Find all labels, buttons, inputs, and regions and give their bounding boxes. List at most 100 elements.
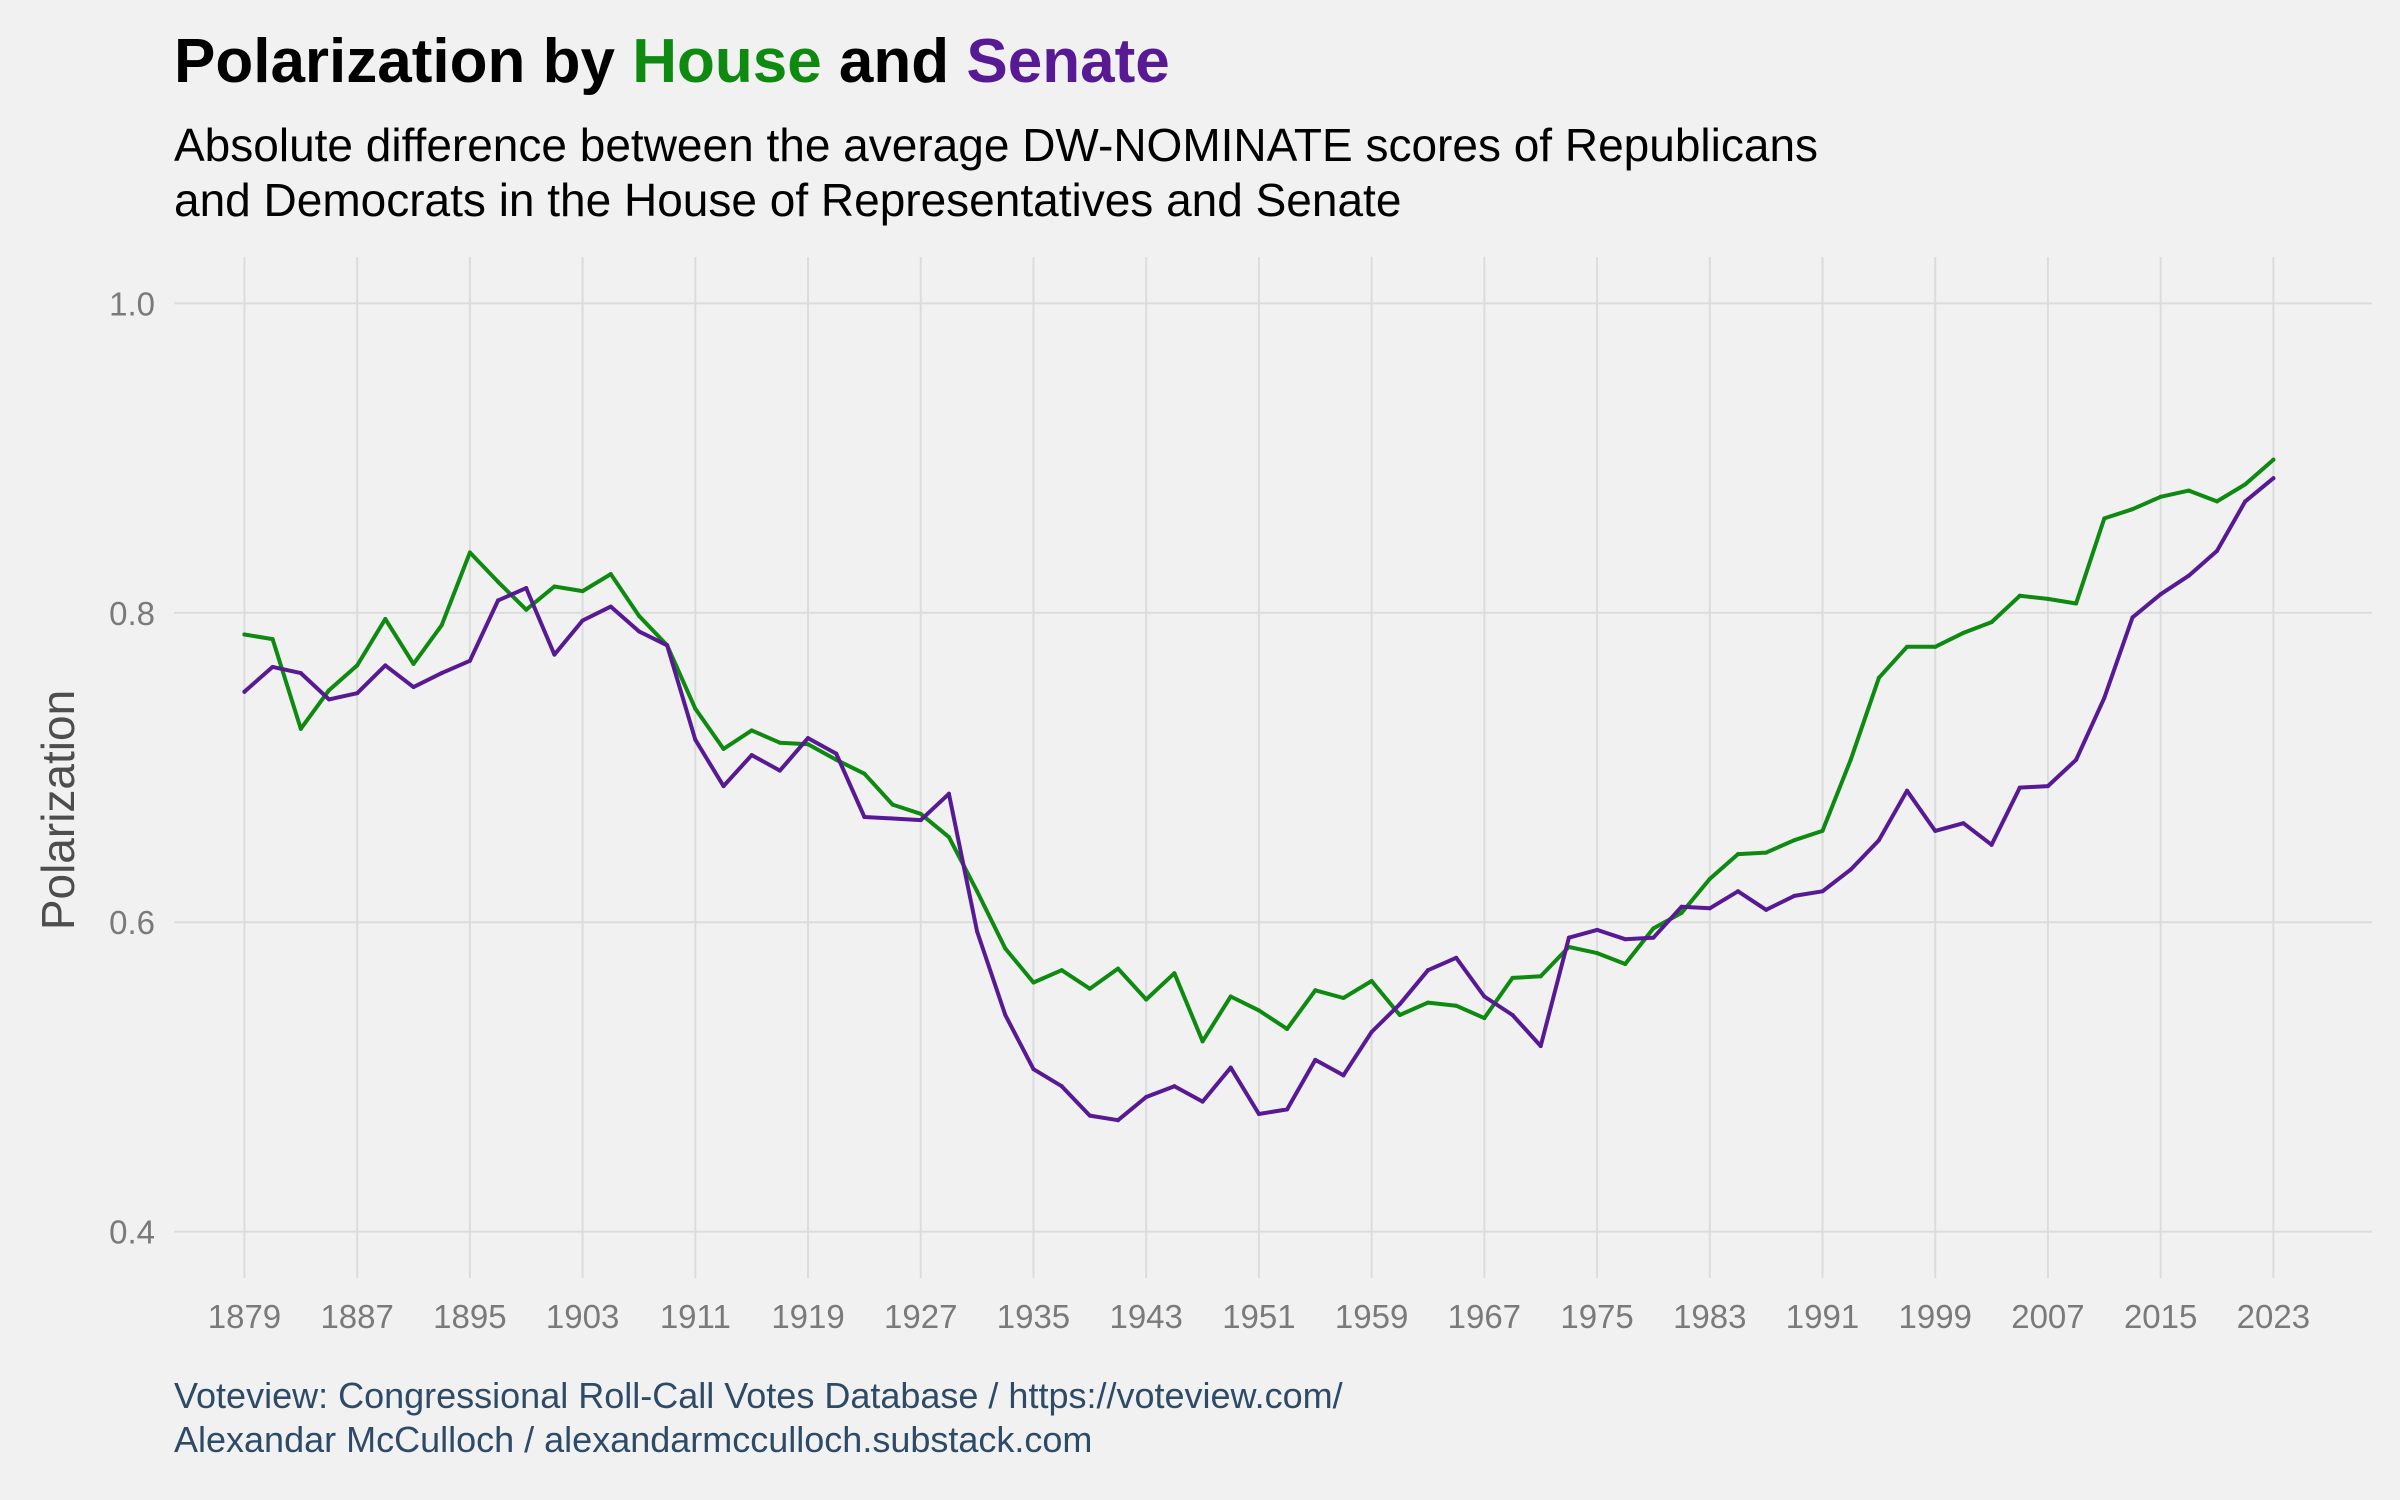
x-tick-label-1879: 1879 — [208, 1298, 281, 1335]
senate-point-2005 — [2017, 785, 2022, 790]
chart-subtitle: Absolute difference between the average … — [174, 118, 1818, 228]
senate-point-1977 — [1623, 937, 1628, 942]
house-point-1981 — [1679, 910, 1684, 915]
senate-point-1953 — [1285, 1107, 1290, 1112]
house-point-1885 — [326, 688, 331, 693]
house-point-2007 — [2045, 596, 2050, 601]
senate-point-1975 — [1595, 927, 1600, 932]
house-point-2001 — [1961, 630, 1966, 635]
senate-point-1891 — [411, 685, 416, 690]
senate-point-1993 — [1848, 867, 1853, 872]
x-tick-label-1983: 1983 — [1673, 1298, 1746, 1335]
x-tick-label-1903: 1903 — [546, 1298, 619, 1335]
senate-point-1937 — [1059, 1084, 1064, 1089]
x-tick-label-1999: 1999 — [1899, 1298, 1972, 1335]
series-lines — [242, 457, 2276, 1123]
house-point-1963 — [1425, 1000, 1430, 1005]
house-point-1897 — [496, 579, 501, 584]
subtitle-line-1: Absolute difference between the average … — [174, 119, 1819, 171]
house-point-1901 — [552, 584, 557, 589]
x-tick-label-2015: 2015 — [2124, 1298, 2197, 1335]
senate-point-1943 — [1144, 1095, 1149, 1100]
senate-point-1965 — [1454, 955, 1459, 960]
house-point-1961 — [1397, 1013, 1402, 1018]
house-point-1923 — [862, 771, 867, 776]
house-point-2003 — [1989, 620, 1994, 625]
senate-point-1899 — [524, 586, 529, 591]
house-point-1999 — [1933, 644, 1938, 649]
y-tick-label-0.6: 0.6 — [109, 904, 155, 941]
senate-point-1987 — [1764, 907, 1769, 912]
house-point-1989 — [1792, 838, 1797, 843]
chart-title: Polarization by House and Senate — [174, 26, 1170, 97]
x-tick-label-1951: 1951 — [1222, 1298, 1295, 1335]
senate-point-2015 — [2158, 592, 2163, 597]
house-point-1951 — [1256, 1008, 1261, 1013]
senate-point-1901 — [552, 652, 557, 657]
x-tick-label-1919: 1919 — [771, 1298, 844, 1335]
house-point-2005 — [2017, 593, 2022, 598]
subtitle-line-2: and Democrats in the House of Representa… — [174, 174, 1402, 226]
house-point-1949 — [1228, 994, 1233, 999]
senate-point-1995 — [1876, 838, 1881, 843]
x-tick-label-1927: 1927 — [884, 1298, 957, 1335]
house-point-1891 — [411, 661, 416, 666]
x-tick-label-1991: 1991 — [1786, 1298, 1859, 1335]
senate-point-1959 — [1369, 1030, 1374, 1035]
senate-point-1941 — [1116, 1118, 1121, 1123]
senate-point-2019 — [2215, 548, 2220, 553]
house-point-1879 — [242, 632, 247, 637]
house-point-2021 — [2243, 482, 2248, 487]
senate-point-1957 — [1341, 1073, 1346, 1078]
y-tick-label-0.8: 0.8 — [109, 595, 155, 632]
x-tick-label-1959: 1959 — [1335, 1298, 1408, 1335]
senate-point-1893 — [439, 671, 444, 676]
house-point-1995 — [1876, 675, 1881, 680]
senate-point-1917 — [777, 768, 782, 773]
title-prefix: Polarization by — [174, 27, 633, 96]
senate-point-1929 — [946, 791, 951, 796]
house-point-2009 — [2074, 601, 2079, 606]
senate-point-2023 — [2271, 476, 2276, 481]
axis-tick-labels: 1879 1887 1895 1903 1911 1919 1927 1935 1943 1951… — [109, 285, 2310, 1335]
senate-point-2011 — [2102, 695, 2107, 700]
house-point-2015 — [2158, 494, 2163, 499]
house-point-1917 — [777, 740, 782, 745]
senate-point-2007 — [2045, 784, 2050, 789]
senate-point-1907 — [636, 629, 641, 634]
x-tick-label-1943: 1943 — [1109, 1298, 1182, 1335]
house-series-points — [242, 457, 2276, 1044]
senate-point-1991 — [1820, 889, 1825, 894]
house-point-1907 — [636, 613, 641, 618]
senate-point-2017 — [2186, 573, 2191, 578]
title-senate: Senate — [966, 27, 1170, 96]
senate-point-1925 — [890, 816, 895, 821]
x-tick-label-2023: 2023 — [2237, 1298, 2310, 1335]
house-point-1889 — [383, 616, 388, 621]
senate-series-points — [242, 476, 2276, 1123]
house-point-1983 — [1707, 876, 1712, 881]
senate-point-1949 — [1228, 1065, 1233, 1070]
house-point-1985 — [1735, 852, 1740, 857]
senate-point-1889 — [383, 663, 388, 668]
source-caption: Voteview: Congressional Roll-Call Votes … — [174, 1374, 1343, 1462]
senate-point-1945 — [1172, 1084, 1177, 1089]
y-tick-label-1.0: 1.0 — [109, 285, 155, 322]
house-point-1937 — [1059, 968, 1064, 973]
senate-point-1909 — [665, 643, 670, 648]
house-point-1971 — [1538, 974, 1543, 979]
house-point-1953 — [1285, 1026, 1290, 1031]
house-point-1945 — [1172, 971, 1177, 976]
house-point-1893 — [439, 623, 444, 628]
senate-point-1919 — [806, 736, 811, 741]
senate-point-1969 — [1510, 1013, 1515, 1018]
house-point-1883 — [298, 726, 303, 731]
senate-point-1895 — [467, 658, 472, 663]
senate-point-1961 — [1397, 1002, 1402, 1007]
senate-point-1885 — [326, 697, 331, 702]
house-point-1915 — [749, 728, 754, 733]
house-point-1931 — [975, 889, 980, 894]
house-point-1887 — [355, 663, 360, 668]
caption-line-1: Voteview: Congressional Roll-Call Votes … — [174, 1375, 1343, 1416]
senate-point-1935 — [1031, 1067, 1036, 1072]
